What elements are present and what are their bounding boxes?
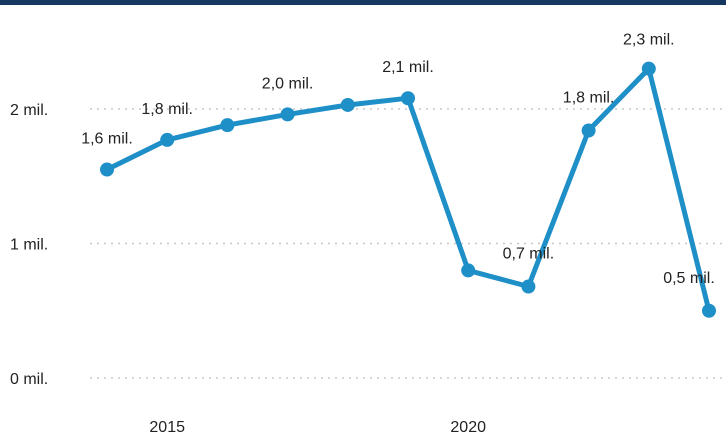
- data-label: 1,8 mil.: [563, 90, 615, 107]
- data-label: 2,0 mil.: [262, 75, 314, 92]
- x-tick-label: 2020: [450, 419, 486, 436]
- x-axis-ticks: 2015 2020: [149, 419, 486, 436]
- gridlines: [90, 109, 726, 378]
- data-point: [582, 124, 596, 138]
- data-point: [401, 91, 415, 105]
- data-point: [461, 263, 475, 277]
- data-point: [521, 280, 535, 294]
- data-point: [341, 98, 355, 112]
- data-label: 0,7 mil.: [503, 246, 555, 263]
- y-tick-label: 1 mil.: [10, 237, 48, 254]
- data-label: 2,1 mil.: [382, 59, 434, 76]
- data-label: 0,5 mil.: [663, 270, 715, 287]
- data-point: [702, 304, 716, 318]
- data-point: [642, 62, 656, 76]
- data-label: 1,8 mil.: [141, 101, 193, 118]
- data-label: 1,6 mil.: [81, 131, 133, 148]
- y-tick-label: 0 mil.: [10, 371, 48, 388]
- x-tick-label: 2015: [149, 419, 185, 436]
- y-axis-ticks: 0 mil. 1 mil. 2 mil.: [10, 102, 48, 388]
- data-label: 2,3 mil.: [623, 32, 675, 49]
- data-labels: 1,6 mil. 1,8 mil. 2,0 mil. 2,1 mil. 0,7 mil.…: [81, 32, 715, 287]
- data-point: [100, 163, 114, 177]
- data-point: [220, 118, 234, 132]
- y-tick-label: 2 mil.: [10, 102, 48, 119]
- data-point: [160, 133, 174, 147]
- data-point: [281, 107, 295, 121]
